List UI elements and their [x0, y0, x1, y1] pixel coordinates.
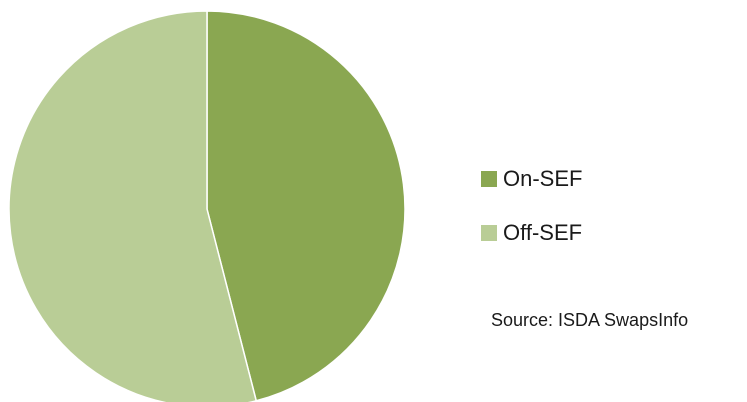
legend-swatch-on-sef	[481, 171, 497, 187]
legend-item-off-sef: Off-SEF	[481, 216, 582, 250]
pie-slice-off-sef	[8, 10, 258, 402]
legend-label-off-sef: Off-SEF	[503, 220, 583, 245]
legend-item-on-sef: On-SEF	[481, 162, 582, 196]
legend: On-SEF Off-SEF	[481, 162, 582, 270]
legend-swatch-off-sef	[481, 225, 497, 241]
legend-label-on-sef: On-SEF	[503, 166, 583, 191]
source-note: Source: ISDA SwapsInfo	[491, 310, 689, 330]
pie-chart	[8, 10, 406, 402]
pie-slice-on-sef	[206, 10, 406, 402]
